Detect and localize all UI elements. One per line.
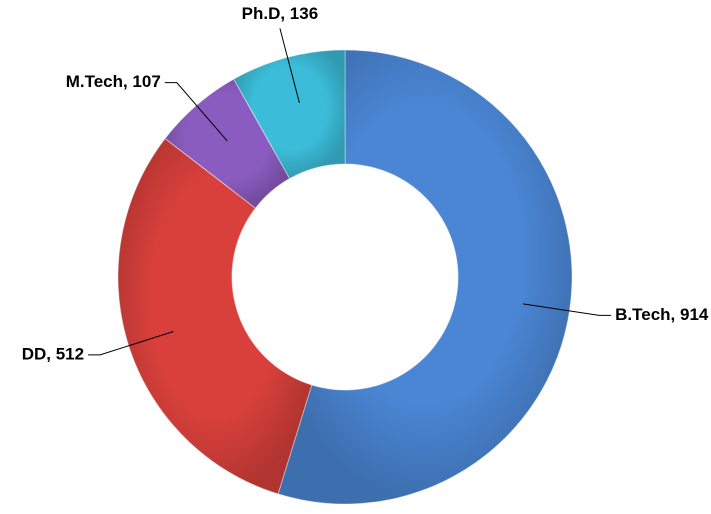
data-label: DD, 512 <box>22 344 84 363</box>
leader-line <box>88 331 174 356</box>
slice-shade <box>165 79 290 209</box>
leader-line <box>164 82 228 142</box>
slice-group: DD <box>117 137 313 495</box>
slice-group: B.Tech <box>277 49 573 505</box>
leader-line <box>279 28 300 103</box>
data-label: Ph.D, 136 <box>242 4 319 23</box>
leader-line <box>522 303 612 316</box>
slice-shade <box>233 50 345 179</box>
data-label: M.Tech, 107 <box>66 72 161 91</box>
data-label: B.Tech, 914 <box>615 305 709 324</box>
slice-shade <box>278 50 573 505</box>
slice-shade <box>117 138 312 494</box>
slice-group: Ph.D <box>233 49 346 180</box>
